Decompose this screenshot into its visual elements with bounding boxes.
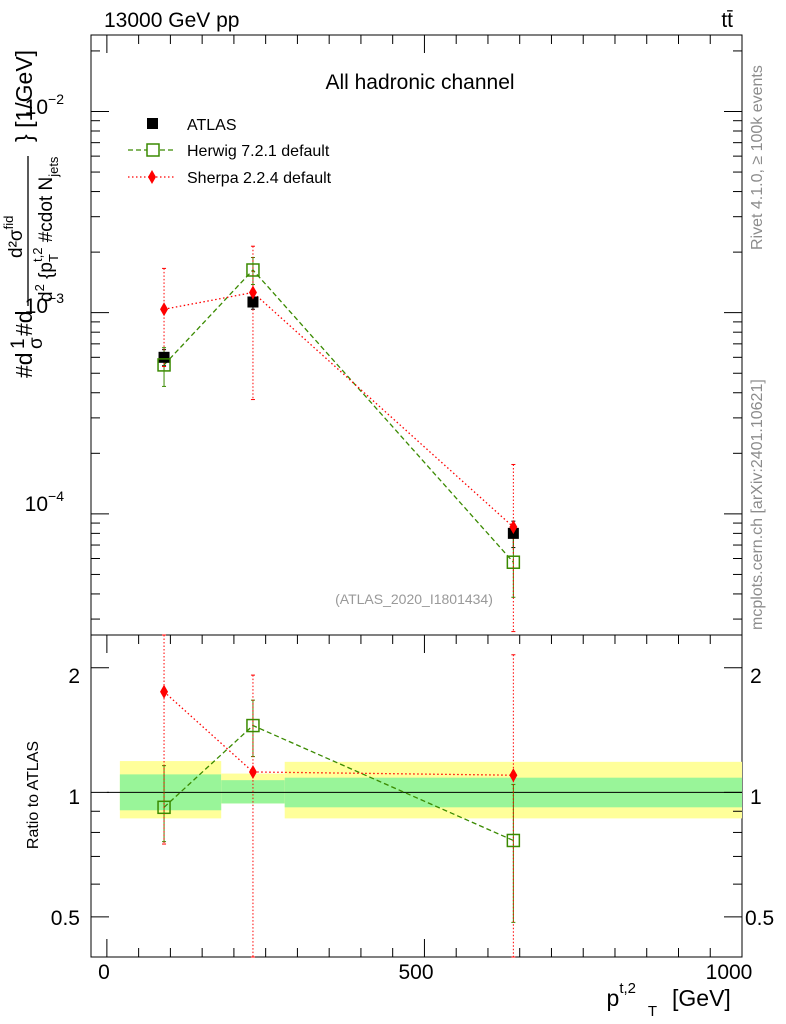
x-axis-label-sub: T bbox=[648, 1003, 657, 1020]
main-herwig-point-2 bbox=[506, 555, 521, 569]
ylabel-den-b: 2 bbox=[32, 284, 47, 291]
x-axis-unit: [GeV] bbox=[672, 985, 731, 1011]
ratio-axis-ticks bbox=[91, 667, 742, 958]
ylabel-denominator: d2 {pTt,2 #cdot Njets bbox=[30, 156, 61, 302]
legend-sherpa-marker bbox=[148, 170, 156, 184]
ratio-sherpa-point-1 bbox=[248, 764, 257, 779]
legend-herwig-marker bbox=[146, 143, 160, 157]
ylabel-den-c: {p bbox=[36, 262, 57, 284]
ratio-herwig-point-1 bbox=[246, 718, 260, 733]
legend-atlas-label: ATLAS bbox=[187, 117, 237, 134]
ratio-y-tick-0-5: 0.5 bbox=[51, 907, 80, 930]
energy-label: 13000 GeV pp bbox=[104, 9, 239, 32]
x-tick-label-500: 500 bbox=[398, 961, 433, 984]
ylabel-sigma: σ bbox=[26, 337, 47, 349]
ylabel-den-sup: t,2 bbox=[30, 248, 45, 262]
ylabel-one: 1 bbox=[8, 338, 29, 349]
main-series-layer bbox=[157, 245, 521, 633]
mcplots-label: mcplots.cern.ch [arXiv:2401.10621] bbox=[749, 379, 766, 630]
main-atlas-point-1 bbox=[247, 296, 259, 308]
y-tick-base: 10 bbox=[25, 96, 48, 119]
x-axis-label: pt,2 T bbox=[607, 980, 657, 1020]
ratio-herwig-point-2 bbox=[506, 833, 521, 848]
y-tick-exp: −4 bbox=[48, 488, 64, 504]
main-sherpa-line bbox=[163, 291, 514, 528]
ylabel-prefix: #d bbox=[11, 352, 37, 378]
x-tick-label-0: 0 bbox=[98, 961, 110, 984]
ratio-uncertainty-bands bbox=[119, 761, 742, 819]
ylabel-den-d: #cdot N bbox=[36, 177, 57, 248]
ratio-sherpa-line bbox=[163, 691, 514, 776]
y-tick-exp: −2 bbox=[48, 91, 64, 107]
x-axis-ticks bbox=[106, 35, 743, 957]
main-sherpa-point-0 bbox=[160, 302, 169, 317]
plot-title: All hadronic channel bbox=[325, 71, 514, 94]
y-tick-base: 10 bbox=[25, 493, 48, 516]
ratio-herwig-point-0 bbox=[157, 800, 171, 815]
ylabel-den-sub: T bbox=[46, 254, 61, 262]
x-axis-label-sup: t,2 bbox=[619, 980, 636, 997]
main-herwig-point-1 bbox=[246, 263, 260, 277]
main-atlas-point-0 bbox=[158, 351, 170, 363]
ylabel-hash-d: #d bbox=[11, 310, 37, 336]
process-label: tt̄ bbox=[721, 9, 733, 32]
ratio-y-tick-right-2: 2 bbox=[750, 665, 762, 688]
ratio-series-layer bbox=[157, 634, 521, 958]
legend: ATLAS Herwig 7.2.1 default Sherpa 2.2.4 … bbox=[128, 117, 332, 187]
legend-herwig-label: Herwig 7.2.1 default bbox=[187, 143, 330, 160]
x-axis-label-main: p bbox=[607, 985, 620, 1011]
main-axis-ticks bbox=[91, 50, 742, 620]
main-sherpa-point-1 bbox=[248, 285, 257, 300]
main-sherpa-point-2 bbox=[509, 520, 518, 535]
ratio-y-tick-2: 2 bbox=[68, 665, 80, 688]
ratio-sherpa-point-2 bbox=[509, 768, 518, 783]
y-tick-label-1e-4: 10−4 bbox=[25, 488, 65, 516]
ylabel-num: d²σ bbox=[6, 229, 27, 258]
ratio-y-tick-1: 1 bbox=[68, 786, 80, 809]
y-tick-label-1e-2: 10−2 bbox=[25, 91, 65, 119]
rivet-label: Rivet 4.1.0, ≥ 100k events bbox=[749, 65, 766, 250]
ratio-y-axis-label: Ratio to ATLAS bbox=[25, 741, 42, 849]
legend-sherpa-label: Sherpa 2.2.4 default bbox=[187, 170, 332, 187]
ratio-y-tick-right-1: 1 bbox=[750, 786, 762, 809]
main-herwig-point-0 bbox=[157, 358, 171, 372]
main-herwig-line bbox=[163, 269, 514, 563]
x-tick-label-1000: 1000 bbox=[706, 961, 753, 984]
y-tick-base: 10 bbox=[25, 295, 48, 318]
main-y-axis-label: #d 1 σ #d d²σfid d2 {pTt,2 #cdot Njets }… bbox=[1, 50, 61, 378]
y-tick-exp: −3 bbox=[48, 290, 64, 306]
ylabel-unit: } [1/GeV] bbox=[11, 50, 37, 142]
ratio-sherpa-point-0 bbox=[160, 684, 169, 699]
legend-atlas-marker bbox=[147, 118, 158, 129]
y-tick-label-1e-3: 10−3 bbox=[25, 290, 65, 318]
ratio-y-tick-right-0-5: 0.5 bbox=[745, 907, 774, 930]
ylabel-den-a: d bbox=[36, 291, 57, 302]
ylabel-num-sup: fid bbox=[1, 216, 16, 230]
ylabel-numerator: d²σfid bbox=[1, 216, 27, 258]
ylabel-den-sub2: jets bbox=[46, 156, 61, 178]
analysis-tag: (ATLAS_2020_I1801434) bbox=[335, 591, 493, 607]
